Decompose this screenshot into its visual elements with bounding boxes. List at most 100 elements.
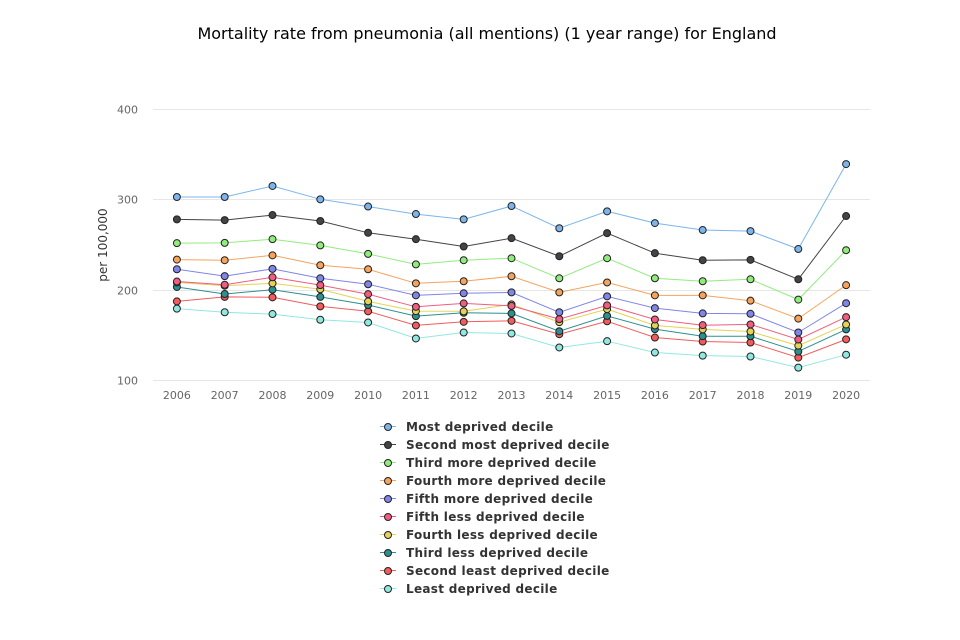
data-point[interactable] bbox=[842, 160, 851, 169]
data-point[interactable] bbox=[316, 261, 325, 270]
data-point[interactable] bbox=[364, 265, 373, 274]
series-second-most-deprived-decile[interactable] bbox=[172, 211, 851, 284]
data-point[interactable] bbox=[459, 215, 468, 224]
series-fourth-more-deprived-decile[interactable] bbox=[172, 251, 851, 323]
series-fifth-more-deprived-decile[interactable] bbox=[172, 264, 851, 337]
data-point[interactable] bbox=[650, 304, 659, 313]
data-point[interactable] bbox=[411, 302, 420, 311]
legend-item[interactable]: Least deprived decile bbox=[380, 580, 610, 598]
data-point[interactable] bbox=[172, 239, 181, 248]
data-point[interactable] bbox=[555, 224, 564, 233]
data-point[interactable] bbox=[268, 211, 277, 220]
legend-item[interactable]: Second least deprived decile bbox=[380, 562, 610, 580]
data-point[interactable] bbox=[220, 308, 229, 317]
data-point[interactable] bbox=[411, 210, 420, 219]
data-point[interactable] bbox=[459, 242, 468, 251]
series-least-deprived-decile[interactable] bbox=[172, 304, 851, 372]
data-point[interactable] bbox=[364, 280, 373, 289]
data-point[interactable] bbox=[746, 296, 755, 305]
data-point[interactable] bbox=[507, 329, 516, 338]
data-point[interactable] bbox=[268, 181, 277, 190]
data-point[interactable] bbox=[842, 246, 851, 255]
data-point[interactable] bbox=[555, 252, 564, 261]
legend-item[interactable]: Fourth more deprived decile bbox=[380, 472, 610, 490]
data-point[interactable] bbox=[842, 335, 851, 344]
data-point[interactable] bbox=[268, 293, 277, 302]
data-point[interactable] bbox=[842, 350, 851, 359]
data-point[interactable] bbox=[746, 352, 755, 361]
series-fifth-less-deprived-decile[interactable] bbox=[172, 273, 851, 344]
data-point[interactable] bbox=[220, 238, 229, 247]
data-point[interactable] bbox=[364, 318, 373, 327]
data-point[interactable] bbox=[842, 212, 851, 221]
data-point[interactable] bbox=[746, 275, 755, 284]
data-point[interactable] bbox=[316, 281, 325, 290]
data-point[interactable] bbox=[507, 288, 516, 297]
data-point[interactable] bbox=[507, 202, 516, 211]
data-point[interactable] bbox=[507, 309, 516, 318]
data-point[interactable] bbox=[698, 309, 707, 318]
data-point[interactable] bbox=[794, 275, 803, 284]
data-point[interactable] bbox=[172, 277, 181, 286]
data-point[interactable] bbox=[746, 327, 755, 336]
data-point[interactable] bbox=[698, 226, 707, 235]
data-point[interactable] bbox=[842, 281, 851, 290]
legend-item[interactable]: Fifth less deprived decile bbox=[380, 508, 610, 526]
data-point[interactable] bbox=[650, 333, 659, 342]
data-point[interactable] bbox=[507, 316, 516, 325]
data-point[interactable] bbox=[507, 272, 516, 281]
data-point[interactable] bbox=[411, 321, 420, 330]
data-point[interactable] bbox=[507, 301, 516, 310]
data-point[interactable] bbox=[555, 288, 564, 297]
data-point[interactable] bbox=[603, 229, 612, 238]
data-point[interactable] bbox=[411, 260, 420, 269]
data-point[interactable] bbox=[364, 228, 373, 237]
data-point[interactable] bbox=[650, 274, 659, 283]
data-point[interactable] bbox=[268, 264, 277, 273]
data-point[interactable] bbox=[220, 272, 229, 281]
data-point[interactable] bbox=[698, 351, 707, 360]
data-point[interactable] bbox=[411, 279, 420, 288]
data-point[interactable] bbox=[794, 314, 803, 323]
data-point[interactable] bbox=[411, 334, 420, 343]
data-point[interactable] bbox=[555, 327, 564, 336]
data-point[interactable] bbox=[555, 308, 564, 317]
data-point[interactable] bbox=[316, 274, 325, 283]
legend-item[interactable]: Fourth less deprived decile bbox=[380, 526, 610, 544]
data-point[interactable] bbox=[603, 311, 612, 320]
data-point[interactable] bbox=[172, 265, 181, 274]
data-point[interactable] bbox=[794, 245, 803, 254]
data-point[interactable] bbox=[746, 227, 755, 236]
data-point[interactable] bbox=[364, 290, 373, 299]
data-point[interactable] bbox=[268, 310, 277, 319]
data-point[interactable] bbox=[459, 256, 468, 265]
data-point[interactable] bbox=[364, 202, 373, 211]
data-point[interactable] bbox=[650, 219, 659, 228]
data-point[interactable] bbox=[603, 337, 612, 346]
data-point[interactable] bbox=[364, 249, 373, 258]
data-point[interactable] bbox=[316, 241, 325, 250]
data-point[interactable] bbox=[459, 307, 468, 316]
data-point[interactable] bbox=[650, 291, 659, 300]
data-point[interactable] bbox=[603, 207, 612, 216]
data-point[interactable] bbox=[316, 302, 325, 311]
data-point[interactable] bbox=[220, 290, 229, 299]
data-point[interactable] bbox=[603, 278, 612, 287]
legend-item[interactable]: Third less deprived decile bbox=[380, 544, 610, 562]
data-point[interactable] bbox=[794, 363, 803, 372]
data-point[interactable] bbox=[746, 255, 755, 264]
data-point[interactable] bbox=[316, 195, 325, 204]
data-point[interactable] bbox=[794, 295, 803, 304]
data-point[interactable] bbox=[459, 328, 468, 337]
data-point[interactable] bbox=[842, 299, 851, 308]
data-point[interactable] bbox=[172, 192, 181, 201]
series-most-deprived-decile[interactable] bbox=[172, 160, 851, 254]
data-point[interactable] bbox=[220, 216, 229, 225]
data-point[interactable] bbox=[698, 332, 707, 341]
data-point[interactable] bbox=[364, 297, 373, 306]
data-point[interactable] bbox=[555, 315, 564, 324]
data-point[interactable] bbox=[603, 301, 612, 310]
data-point[interactable] bbox=[603, 254, 612, 263]
data-point[interactable] bbox=[268, 273, 277, 282]
data-point[interactable] bbox=[698, 291, 707, 300]
